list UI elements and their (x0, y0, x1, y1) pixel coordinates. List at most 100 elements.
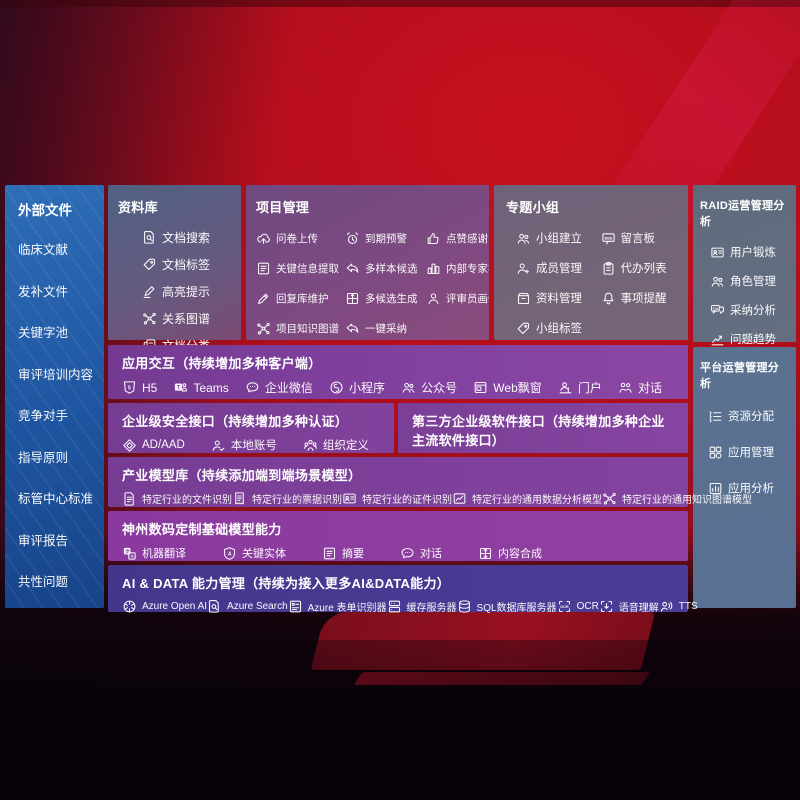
feature-item[interactable]: 关键信息提取 (256, 261, 343, 276)
feature-item[interactable]: 应用分析 (708, 480, 790, 496)
feature-item[interactable]: 文档搜索 (142, 229, 231, 246)
feature-item[interactable]: 事项提醒 (601, 290, 676, 306)
models-band-title: 产业模型库（持续添加端到端场景模型） (122, 468, 362, 483)
feature-item[interactable]: 多样本候选 (345, 261, 424, 276)
feature-item[interactable]: 用户锻炼 (710, 244, 790, 260)
feature-item[interactable]: 缓存服务器 (387, 599, 457, 614)
feature-item[interactable]: A 关键实体 (222, 545, 286, 561)
sidebar-item[interactable]: 临床文献 (18, 239, 104, 258)
feature-item-label: OCR (576, 601, 599, 612)
feature-item[interactable]: 到期预警 (345, 231, 424, 246)
feature-item[interactable]: 回复库维护 (256, 291, 343, 306)
feature-item[interactable]: 语音理解 (599, 599, 659, 614)
feature-item[interactable]: 文档标签 (142, 256, 231, 273)
feature-item[interactable]: 小组建立 (516, 230, 601, 246)
thumbs-up-icon (426, 231, 441, 246)
feature-item[interactable]: 问题趋势 (710, 331, 790, 347)
feature-item[interactable]: 资料管理 (516, 290, 601, 306)
sidebar-item[interactable]: 关键字池 (18, 322, 104, 341)
feature-item[interactable]: 项目知识图谱 (256, 321, 343, 336)
feature-item[interactable]: 代办列表 (601, 260, 676, 276)
feature-item[interactable]: 本地账号 (211, 437, 277, 453)
arrow-adopt-icon (345, 321, 360, 336)
id-card-icon (342, 491, 357, 506)
feature-item[interactable]: 特定行业的文件识别 (122, 491, 232, 506)
feature-item[interactable]: 一键采纳 (345, 321, 424, 336)
sidebar-item[interactable]: 共性问题 (18, 571, 104, 590)
feature-item[interactable]: Azure Open AI (122, 599, 207, 614)
library-panel: 资料库 文档搜索文档标签高亮提示关系图谱文档分类 (108, 185, 241, 353)
feature-item[interactable]: 多候选生成 (345, 291, 424, 306)
feature-item[interactable]: 5 H5 (122, 380, 157, 395)
feature-item[interactable]: BBS 留言板 (601, 230, 676, 246)
alarm-icon (345, 231, 360, 246)
feature-item[interactable]: 角色管理 (710, 273, 790, 289)
cloud-upload-icon (256, 231, 271, 246)
feature-item[interactable]: Azure Search (207, 599, 288, 614)
feature-item[interactable]: 小组标签 (516, 320, 601, 336)
feature-item[interactable]: 内容合成 (478, 545, 542, 561)
teams-icon: T (173, 380, 188, 395)
sidebar-item[interactable]: 竞争对手 (18, 405, 104, 424)
thirdparty-band-title: 第三方企业级软件接口（持续增加多种企业主流软件接口） (412, 414, 665, 448)
users-icon (710, 274, 725, 289)
feature-item-label: 企业微信 (264, 381, 313, 395)
feature-item[interactable]: 特定行业的通用知识图谱模型 (602, 491, 752, 506)
feature-item[interactable]: 点赞感谢 (426, 231, 489, 246)
sidebar-item-label: 指导原则 (18, 450, 69, 465)
feature-item-label: 特定行业的文件识别 (142, 495, 232, 506)
sidebar-item[interactable]: 标管中心标准 (18, 488, 104, 507)
background-top-strip (0, 0, 800, 7)
feature-item-label: 多样本候选 (365, 263, 418, 275)
sidebar-item[interactable]: 审评培训内容 (18, 364, 104, 383)
feature-item[interactable]: 特定行业的通用数据分析模型 (452, 491, 602, 506)
feature-item[interactable]: 对话 (618, 379, 662, 396)
form-icon (288, 599, 303, 614)
feature-item[interactable]: 特定行业的票据识别 (232, 491, 342, 506)
feature-item[interactable]: 组织定义 (303, 437, 369, 453)
feature-item-label: 本地账号 (230, 440, 277, 452)
feature-item[interactable]: QA 采纳分析 (710, 302, 790, 318)
feature-item-label: 特定行业的证件识别 (362, 495, 452, 506)
feature-item[interactable]: 对话 (400, 545, 442, 561)
feature-item[interactable]: Azure 表单识别器 (288, 599, 387, 614)
feature-item-label: 关键实体 (242, 548, 286, 560)
base-models-band: 神州数码定制基础模型能力 文 A 机器翻译 A 关键实体 摘要 对话 内容合成 (108, 511, 688, 561)
feature-item[interactable]: 小程序 (329, 379, 385, 396)
feature-item-label: 角色管理 (730, 276, 776, 288)
feature-item[interactable]: 门户 (558, 379, 602, 396)
feature-item[interactable]: 资源分配 (708, 408, 790, 424)
sidebar-item[interactable]: 审评报告 (18, 530, 104, 549)
feature-item[interactable]: 评审员画像 (426, 291, 489, 306)
feature-item[interactable]: SQL数据库服务器 (457, 599, 557, 614)
feature-item[interactable]: Web飘窗 (473, 379, 542, 396)
feature-item[interactable]: 应用管理 (708, 444, 790, 460)
industry-models-band: 产业模型库（持续添加端到端场景模型） 特定行业的文件识别 特定行业的票据识别 特定行… (108, 457, 752, 507)
svg-text:QA: QA (713, 306, 719, 310)
models-items: 特定行业的文件识别 特定行业的票据识别 特定行业的证件识别 特定行业的通用数据分析模型… (122, 491, 752, 506)
feature-item-label: 应用管理 (728, 447, 774, 459)
feature-item[interactable]: OCR OCR (557, 599, 599, 614)
feature-item[interactable]: 关系图谱 (142, 310, 231, 327)
topic-items: 小组建立 BBS 留言板 成员管理 代办列表 资料管理 事项提醒 小组标签 (516, 230, 676, 336)
feature-item[interactable]: 成员管理 (516, 260, 601, 276)
svg-text:文: 文 (125, 548, 130, 555)
trend-icon (710, 332, 725, 347)
feature-item[interactable]: 特定行业的证件识别 (342, 491, 452, 506)
feature-item[interactable]: TTS (659, 599, 698, 614)
feature-item[interactable]: 摘要 (322, 545, 364, 561)
raid-analysis-panel: RAID运营管理分析 用户锻炼 角色管理 QA 采纳分析 问题趋势 (693, 185, 796, 346)
feature-item[interactable]: 问卷上传 (256, 231, 343, 246)
platform-analysis-panel: 平台运营管理分析 资源分配 应用管理 应用分析 (693, 347, 796, 608)
feature-item[interactable]: 内部专家排名 (426, 261, 489, 276)
feature-item[interactable]: AD/AAD (122, 438, 185, 453)
svg-text:5: 5 (128, 385, 131, 391)
svg-text:OCR: OCR (560, 604, 569, 609)
sidebar-item[interactable]: 发补文件 (18, 281, 104, 300)
feature-item[interactable]: 公众号 (401, 379, 457, 396)
feature-item[interactable]: T Teams (173, 380, 229, 395)
sidebar-item[interactable]: 指导原则 (18, 447, 104, 466)
feature-item[interactable]: 高亮提示 (142, 283, 231, 300)
feature-item[interactable]: 企业微信 (245, 379, 313, 396)
feature-item[interactable]: 文 A 机器翻译 (122, 545, 186, 561)
